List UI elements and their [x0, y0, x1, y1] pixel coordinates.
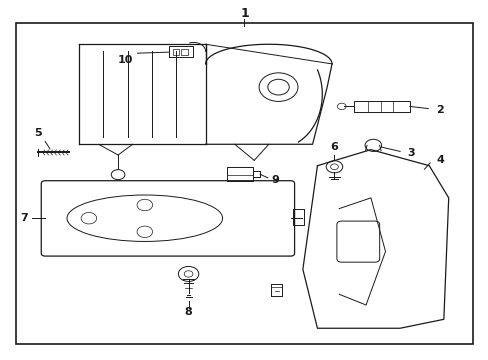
Text: 2: 2: [436, 105, 444, 115]
Bar: [227, 167, 252, 181]
Text: 3: 3: [407, 148, 414, 158]
Text: 5: 5: [34, 128, 41, 138]
Text: 8: 8: [184, 307, 192, 317]
Bar: [181, 49, 188, 55]
Text: 9: 9: [271, 175, 279, 185]
Text: 4: 4: [436, 156, 444, 165]
Bar: [172, 49, 179, 55]
Bar: [292, 208, 303, 225]
Text: 6: 6: [330, 142, 338, 152]
Text: 1: 1: [240, 8, 248, 21]
Bar: [353, 101, 409, 112]
Text: 7: 7: [20, 212, 28, 222]
Text: 10: 10: [117, 55, 132, 65]
